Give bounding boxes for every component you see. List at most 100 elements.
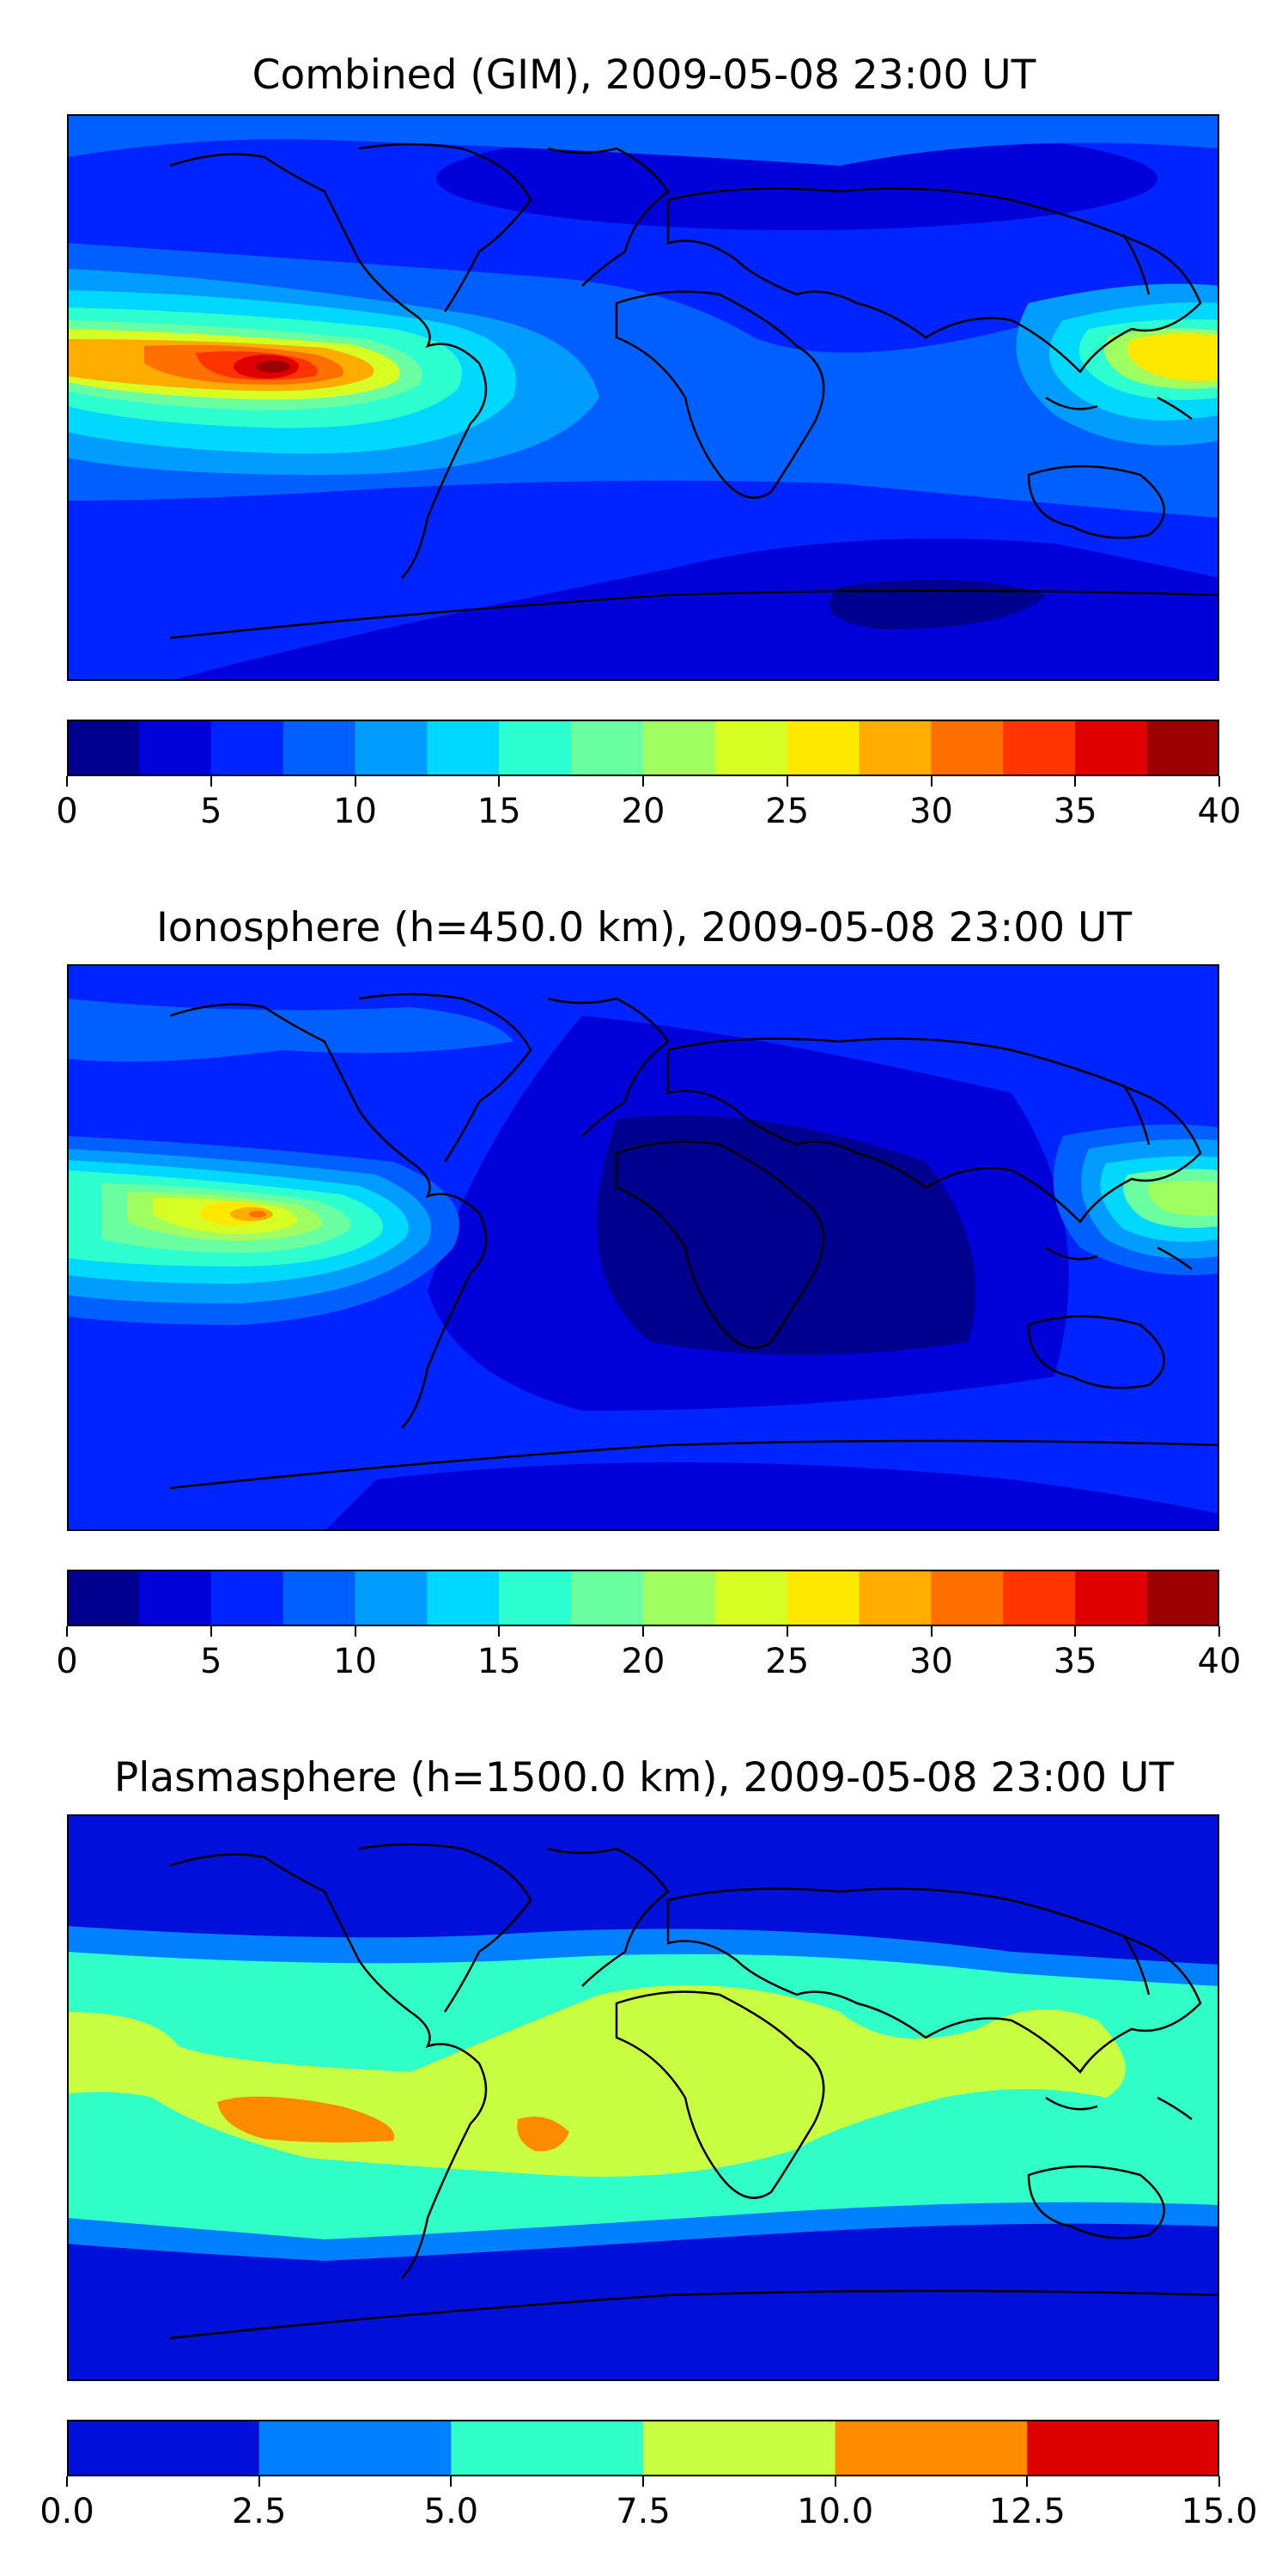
colorbar-swatch	[1075, 720, 1148, 776]
colorbar-tick	[1218, 2476, 1220, 2487]
colorbar-swatch	[499, 720, 572, 776]
colorbar-swatches	[67, 2420, 1219, 2476]
colorbar-tick-label: 12.5	[988, 2492, 1066, 2531]
colorbar-swatch	[1003, 1570, 1076, 1626]
colorbar-ionosphere	[67, 1570, 1219, 1626]
colorbar-tick	[1026, 2476, 1029, 2487]
colorbar-swatch	[931, 720, 1004, 776]
colorbar-swatch	[210, 720, 284, 776]
colorbar-tick	[930, 776, 933, 787]
colorbar-tick	[354, 776, 356, 787]
colorbar-swatch	[283, 720, 356, 776]
colorbar-tick	[210, 1626, 212, 1637]
coastlines	[169, 1843, 1219, 2340]
colorbar-swatch	[427, 1570, 500, 1626]
colorbar-tick-label: 20	[621, 792, 665, 831]
colorbar-tick-label: 5.0	[423, 2492, 479, 2531]
colorbar-tick	[1074, 776, 1077, 787]
colorbar-swatch	[451, 2420, 644, 2476]
colorbar-tick-label: 10	[333, 792, 377, 831]
colorbar-tick	[834, 2476, 836, 2487]
colorbar-tick-label: 15	[477, 1642, 521, 1681]
colorbar-swatch	[138, 1570, 212, 1626]
colorbar-swatch	[355, 720, 428, 776]
colorbar-swatch	[835, 2420, 1028, 2476]
colorbar-tick-label: 35	[1053, 792, 1097, 831]
colorbar-swatch	[643, 1570, 716, 1626]
colorbar-swatches	[67, 1570, 1219, 1626]
colorbar-tick	[786, 776, 788, 787]
colorbar-tick	[210, 776, 212, 787]
coastlines	[169, 993, 1219, 1490]
colorbar-tick-label: 15	[477, 792, 521, 831]
map-plasmasphere	[67, 1814, 1219, 2381]
colorbar-tick	[498, 776, 501, 787]
colorbar-swatch	[931, 1570, 1004, 1626]
tec-contour-map	[67, 964, 1219, 1531]
colorbar-tick	[786, 1626, 788, 1637]
colorbar-swatch	[1075, 1570, 1148, 1626]
colorbar-tick	[258, 2476, 260, 2487]
map-title-combined: Combined (GIM), 2009-05-08 23:00 UT	[252, 52, 1036, 99]
colorbar-tick	[642, 776, 644, 787]
colorbar-swatch	[67, 1570, 140, 1626]
colorbar-swatch	[427, 720, 500, 776]
colorbar-plasmasphere	[67, 2420, 1219, 2476]
colorbar-tick	[66, 2476, 68, 2487]
colorbar-swatch	[714, 1570, 788, 1626]
colorbar-tick-label: 40	[1197, 1642, 1242, 1681]
tec-contour-map	[67, 114, 1219, 681]
colorbar-combined	[67, 720, 1219, 776]
colorbar-swatch	[643, 2420, 836, 2476]
colorbar-swatch	[1003, 720, 1076, 776]
colorbar-tick-label: 2.5	[231, 2492, 287, 2531]
colorbar-swatch	[787, 720, 860, 776]
colorbar-tick-label: 30	[909, 1642, 953, 1681]
colorbar-ticks: 0.0 2.5 5.0 7.5 10.0 12.5 15.0	[39, 2476, 1258, 2531]
colorbar-swatch	[499, 1570, 572, 1626]
colorbar-swatch	[355, 1570, 428, 1626]
colorbar-tick-label: 0	[56, 1642, 78, 1681]
colorbar-tick-label: 25	[765, 792, 810, 831]
colorbar-swatch	[571, 720, 644, 776]
colorbar-tick	[498, 1626, 501, 1637]
colorbar-tick	[642, 1626, 644, 1637]
colorbar-swatch	[1147, 1570, 1219, 1626]
colorbar-tick	[1218, 776, 1220, 787]
colorbar-ticks: 0 5 10 15 20 25 30 35 40	[56, 1626, 1241, 1681]
colorbar-tick	[1074, 1626, 1077, 1637]
colorbar-tick	[354, 1626, 356, 1637]
colorbar-swatch	[210, 1570, 284, 1626]
map-combined-gim	[67, 114, 1219, 681]
colorbar-swatch	[138, 720, 212, 776]
colorbar-tick-label: 0	[56, 792, 78, 831]
colorbar-tick	[450, 2476, 453, 2487]
map-title-plasmasphere: Plasmasphere (h=1500.0 km), 2009-05-08 2…	[113, 1754, 1175, 1801]
colorbar-swatch	[67, 2420, 260, 2476]
colorbar-swatches	[67, 720, 1219, 776]
colorbar-tick-label: 35	[1053, 1642, 1097, 1681]
colorbar-ticks: 0 5 10 15 20 25 30 35 40	[56, 776, 1241, 831]
colorbar-tick-label: 0.0	[39, 2492, 94, 2531]
colorbar-tick	[1218, 1626, 1220, 1637]
colorbar-tick-label: 7.5	[616, 2492, 671, 2531]
colorbar-swatch	[283, 1570, 356, 1626]
colorbar-swatch	[859, 1570, 933, 1626]
colorbar-tick-label: 10	[333, 1642, 377, 1681]
colorbar-tick-label: 20	[621, 1642, 665, 1681]
coastlines	[169, 143, 1219, 640]
colorbar-tick-label: 5	[200, 792, 222, 831]
colorbar-tick-label: 5	[200, 1642, 222, 1681]
colorbar-tick-label: 30	[909, 792, 953, 831]
colorbar-tick-label: 40	[1197, 792, 1242, 831]
colorbar-tick	[642, 2476, 644, 2487]
colorbar-tick	[930, 1626, 933, 1637]
colorbar-tick	[66, 1626, 68, 1637]
colorbar-swatch	[67, 720, 140, 776]
colorbar-tick-label: 25	[765, 1642, 810, 1681]
colorbar-tick	[66, 776, 68, 787]
colorbar-swatch	[714, 720, 788, 776]
colorbar-swatch	[258, 2420, 452, 2476]
colorbar-swatch	[787, 1570, 860, 1626]
map-title-ionosphere: Ionosphere (h=450.0 km), 2009-05-08 23:0…	[155, 904, 1133, 951]
